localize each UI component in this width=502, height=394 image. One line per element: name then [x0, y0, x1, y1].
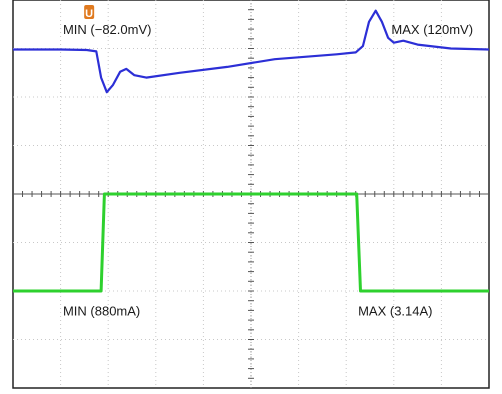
- trace-1: [13, 9, 490, 94]
- trace-2: [13, 192, 489, 293]
- annotation-label: MIN (880mA): [63, 303, 140, 318]
- trigger-marker: U: [84, 5, 95, 20]
- trigger-marker-label: U: [85, 8, 93, 20]
- annotation-label: MAX (120mV): [391, 22, 473, 37]
- annotation-label: MIN (−82.0mV): [63, 22, 152, 37]
- annotations: MIN (−82.0mV) MAX (120mV) MIN (880mA) MAX (…: [63, 22, 473, 318]
- trigger-marker-box: [84, 5, 95, 19]
- annotation-label: MAX (3.14A): [358, 303, 432, 318]
- traces: [13, 9, 490, 293]
